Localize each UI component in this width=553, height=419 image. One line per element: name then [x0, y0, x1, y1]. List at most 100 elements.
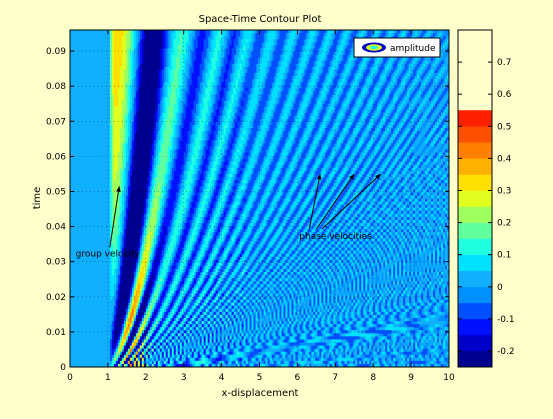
- contour-cell: [257, 33, 260, 37]
- contour-cell: [433, 60, 436, 65]
- contour-cell: [147, 42, 151, 46]
- contour-cell: [70, 94, 73, 98]
- contour-cell: [439, 72, 442, 77]
- contour-cell: [169, 39, 173, 43]
- contour-cell: [405, 115, 408, 120]
- contour-cell: [279, 45, 282, 49]
- contour-cell: [89, 94, 93, 98]
- contour-cell: [97, 51, 101, 55]
- contour-cell: [87, 63, 91, 68]
- contour-cell: [255, 79, 258, 83]
- contour-cell: [271, 60, 274, 65]
- contour-cell: [219, 39, 222, 43]
- contour-cell: [107, 42, 111, 46]
- contour-cell: [91, 51, 95, 55]
- contour-cell: [303, 57, 306, 62]
- contour-cell: [329, 48, 332, 52]
- contour-cell: [133, 36, 137, 40]
- contour-cell: [97, 91, 101, 95]
- contour-cell: [261, 33, 264, 37]
- contour-cell: [105, 33, 109, 37]
- contour-cell: [247, 36, 250, 40]
- contour-cell: [103, 82, 107, 86]
- contour-cell: [253, 63, 256, 68]
- contour-cell: [411, 85, 414, 89]
- contour-cell: [209, 60, 213, 65]
- contour-cell: [309, 94, 312, 98]
- contour-cell: [163, 36, 167, 40]
- contour-cell: [169, 75, 173, 80]
- contour-cell: [177, 63, 181, 68]
- contour-cell: [289, 51, 292, 55]
- contour-cell: [393, 82, 396, 86]
- contour-cell: [257, 72, 260, 77]
- contour-cell: [95, 57, 99, 62]
- contour-cell: [73, 42, 77, 46]
- contour-cell: [179, 85, 183, 89]
- contour-cell: [165, 45, 169, 49]
- contour-cell: [255, 82, 258, 86]
- contour-cell: [217, 51, 220, 55]
- contour-cell: [181, 42, 185, 46]
- contour-cell: [75, 51, 79, 55]
- contour-cell: [191, 63, 195, 68]
- contour-cell: [403, 60, 406, 65]
- contour-cell: [89, 30, 93, 34]
- contour-cell: [261, 30, 264, 34]
- contour-cell: [115, 63, 119, 68]
- contour-cell: [107, 39, 111, 43]
- contour-cell: [433, 63, 436, 68]
- contour-cell: [301, 69, 304, 74]
- contour-cell: [203, 82, 207, 86]
- contour-cell: [265, 85, 268, 89]
- contour-cell: [191, 115, 195, 120]
- contour-cell: [385, 72, 388, 77]
- contour-cell: [447, 72, 449, 77]
- contour-field: [70, 30, 449, 367]
- contour-cell: [299, 66, 302, 71]
- contour-cell: [101, 48, 105, 52]
- contour-cell: [249, 121, 252, 126]
- contour-cell: [147, 82, 151, 86]
- contour-cell: [309, 48, 312, 52]
- contour-cell: [349, 39, 352, 43]
- contour-cell: [243, 51, 246, 55]
- contour-cell: [191, 121, 195, 126]
- contour-cell: [305, 39, 308, 43]
- contour-cell: [95, 60, 99, 65]
- contour-cell: [197, 48, 201, 52]
- contour-cell: [279, 75, 282, 80]
- contour-cell: [217, 121, 220, 126]
- contour-cell: [351, 82, 354, 86]
- contour-cell: [239, 51, 242, 55]
- contour-cell: [117, 33, 121, 37]
- contour-cell: [295, 88, 298, 92]
- contour-cell: [123, 48, 127, 52]
- contour-cell: [213, 42, 217, 46]
- contour-cell: [337, 48, 340, 52]
- contour-cell: [445, 63, 448, 68]
- contour-cell: [221, 88, 224, 92]
- contour-cell: [323, 91, 326, 95]
- contour-cell: [75, 57, 79, 62]
- contour-cell: [407, 75, 410, 80]
- contour-cell: [267, 45, 270, 49]
- contour-cell: [167, 66, 171, 71]
- contour-cell: [325, 79, 328, 83]
- contour-cell: [201, 30, 205, 34]
- contour-cell: [263, 103, 266, 107]
- contour-cell: [91, 88, 95, 92]
- contour-cell: [127, 82, 131, 86]
- contour-cell: [95, 75, 99, 80]
- contour-cell: [271, 66, 274, 71]
- contour-cell: [309, 85, 312, 89]
- contour-cell: [171, 82, 175, 86]
- contour-cell: [351, 88, 354, 92]
- contour-cell: [121, 75, 125, 80]
- contour-cell: [347, 66, 350, 71]
- contour-cell: [339, 63, 342, 68]
- contour-cell: [327, 45, 330, 49]
- contour-cell: [291, 48, 294, 52]
